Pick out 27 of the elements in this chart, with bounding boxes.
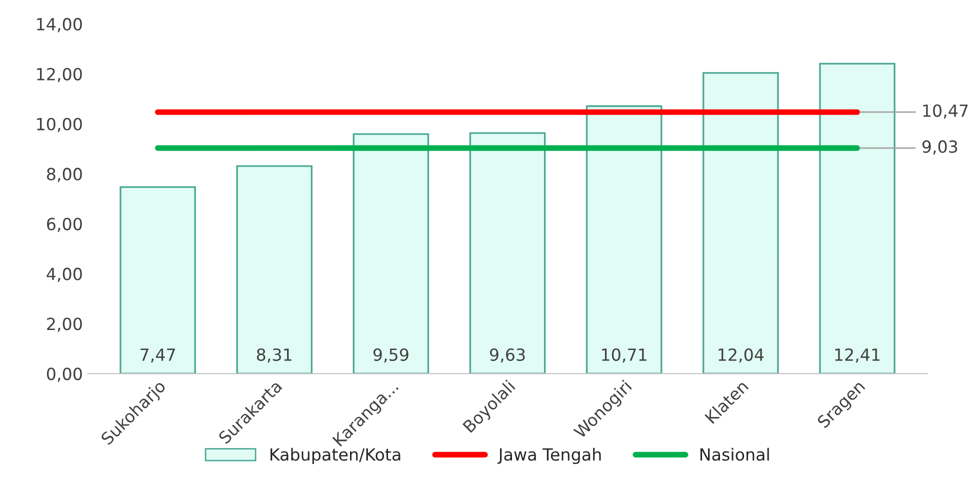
bar: [702, 72, 779, 374]
y-tick-label: 8,00: [47, 168, 82, 182]
legend-label: Kabupaten/Kota: [270, 448, 400, 464]
y-tick-label: 6,00: [47, 218, 82, 232]
y-tick-label: 0,00: [46, 368, 82, 382]
data-label: 9,59: [373, 348, 408, 363]
bar: [469, 132, 546, 374]
data-label: 10,47: [923, 104, 968, 119]
y-tick-label: 2,00: [47, 318, 82, 332]
bar: [352, 133, 430, 374]
y-tick-label: 12,00: [37, 68, 82, 82]
y-tick-label: 4,00: [46, 268, 82, 282]
data-label: 8,31: [256, 348, 292, 363]
bar: [236, 165, 313, 374]
legend-label: Nasional: [700, 448, 769, 461]
y-tick-label: 10,00: [37, 118, 82, 132]
data-label: 12,41: [835, 348, 880, 363]
y-tick-label: 14,00: [37, 18, 82, 32]
bar: [819, 62, 896, 374]
data-label: 12,04: [718, 348, 764, 363]
legend-label: Jawa Tengah: [498, 448, 601, 464]
bar: [586, 105, 662, 374]
data-label: 9,63: [490, 348, 525, 363]
bar: [120, 186, 196, 374]
data-label: 9,03: [922, 140, 958, 155]
data-label: 10,71: [602, 348, 646, 363]
data-label: 7,47: [140, 348, 175, 363]
